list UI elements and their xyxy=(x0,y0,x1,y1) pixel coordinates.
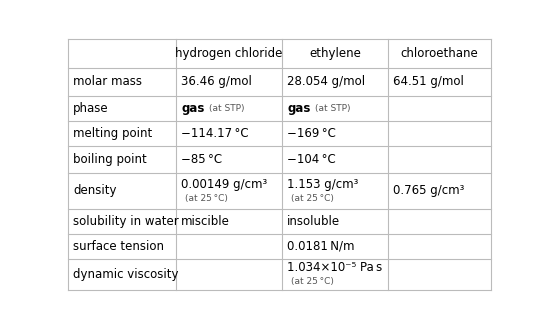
Text: miscible: miscible xyxy=(181,215,230,228)
Text: phase: phase xyxy=(73,102,109,115)
Text: melting point: melting point xyxy=(73,127,152,140)
Text: insoluble: insoluble xyxy=(287,215,340,228)
Text: 64.51 g/mol: 64.51 g/mol xyxy=(393,75,464,88)
Text: −85 °C: −85 °C xyxy=(181,153,222,166)
Text: ethylene: ethylene xyxy=(309,47,361,60)
Text: molar mass: molar mass xyxy=(73,75,143,88)
Text: gas: gas xyxy=(287,102,310,115)
Text: chloroethane: chloroethane xyxy=(401,47,478,60)
Text: (at STP): (at STP) xyxy=(314,104,350,113)
Text: 1.153 g/cm³: 1.153 g/cm³ xyxy=(287,178,358,191)
Text: (at 25 °C): (at 25 °C) xyxy=(291,277,334,287)
Text: 0.765 g/cm³: 0.765 g/cm³ xyxy=(393,185,464,198)
Text: −104 °C: −104 °C xyxy=(287,153,336,166)
Text: (at 25 °C): (at 25 °C) xyxy=(186,194,228,203)
Text: 0.0181 N/m: 0.0181 N/m xyxy=(287,240,354,253)
Text: 0.00149 g/cm³: 0.00149 g/cm³ xyxy=(181,178,268,191)
Text: density: density xyxy=(73,185,117,198)
Text: boiling point: boiling point xyxy=(73,153,147,166)
Text: −114.17 °C: −114.17 °C xyxy=(181,127,249,140)
Text: surface tension: surface tension xyxy=(73,240,164,253)
Text: 36.46 g/mol: 36.46 g/mol xyxy=(181,75,252,88)
Text: dynamic viscosity: dynamic viscosity xyxy=(73,268,179,281)
Text: gas: gas xyxy=(181,102,205,115)
Text: hydrogen chloride: hydrogen chloride xyxy=(175,47,283,60)
Text: (at STP): (at STP) xyxy=(209,104,244,113)
Text: solubility in water: solubility in water xyxy=(73,215,179,228)
Text: −169 °C: −169 °C xyxy=(287,127,336,140)
Text: 28.054 g/mol: 28.054 g/mol xyxy=(287,75,365,88)
Text: (at 25 °C): (at 25 °C) xyxy=(291,194,334,203)
Text: 1.034×10⁻⁵ Pa s: 1.034×10⁻⁵ Pa s xyxy=(287,261,382,274)
